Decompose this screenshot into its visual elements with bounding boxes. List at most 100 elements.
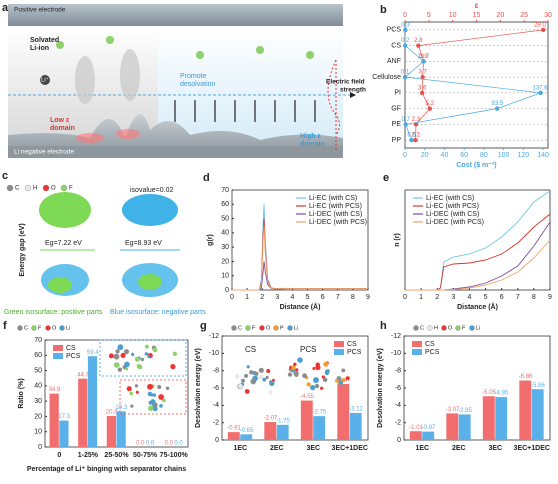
dendrite-field	[120, 49, 140, 101]
value-label: -0.65	[240, 428, 254, 434]
category-label: Cellulose	[372, 74, 401, 81]
atom	[157, 384, 162, 390]
value-label: 3.9	[419, 54, 428, 60]
line	[405, 239, 551, 291]
y-tick-label: 50	[34, 367, 42, 374]
atom	[170, 364, 176, 370]
x-tick-label: 25-50%	[104, 452, 129, 459]
panel-label: c	[2, 170, 8, 182]
atom	[234, 374, 240, 379]
label: High ε	[300, 133, 321, 140]
y-tick-label: -12	[391, 333, 401, 340]
bar	[349, 412, 362, 440]
bar	[409, 431, 422, 440]
atom	[244, 389, 250, 394]
y-tick-label: 10	[34, 429, 42, 436]
value-label: -2.75	[313, 410, 327, 416]
x2-tick-label: 20	[496, 12, 504, 19]
atom-label: O	[266, 325, 271, 331]
inset-frame	[119, 379, 187, 415]
bar	[240, 434, 253, 440]
atom	[144, 344, 149, 349]
legend-label: PCS	[425, 349, 440, 356]
value-label: 5.2	[426, 101, 435, 107]
bar	[227, 432, 240, 440]
gap-label: Eg=7.22 eV	[45, 240, 82, 247]
atom	[345, 376, 350, 381]
atom-label: C	[238, 325, 242, 331]
atom-label: O	[448, 325, 453, 331]
value-label: -1.75	[276, 418, 290, 424]
y-axis-label: Energy gap (eV)	[19, 223, 26, 276]
atom	[295, 368, 299, 372]
y-axis-label: Ratio (%)	[18, 378, 25, 408]
atom	[129, 391, 134, 396]
atom	[258, 367, 264, 373]
atom	[161, 398, 166, 403]
value-label: 2.3	[412, 117, 421, 123]
panel-label: f	[3, 320, 7, 332]
legend: Blue isosurface: negative parts	[110, 309, 206, 316]
dot	[538, 90, 543, 96]
atom	[293, 362, 297, 367]
bar	[313, 416, 326, 440]
legend-label: CS	[347, 341, 357, 348]
atom-key	[259, 325, 265, 331]
bar	[519, 380, 532, 440]
bar	[458, 414, 471, 440]
atom	[302, 373, 307, 379]
x-tick-label: 3EC	[306, 445, 320, 452]
category-label: GF	[391, 105, 401, 112]
atom	[113, 353, 120, 360]
legend-label: Li-EC (with PCS)	[309, 203, 362, 210]
x-tick-label: 8	[532, 294, 536, 301]
atom-key	[60, 184, 68, 192]
y-tick-label: 0	[38, 444, 42, 451]
label: Promote	[180, 73, 207, 80]
x2-axis-label: ε	[475, 1, 479, 10]
bar	[300, 400, 313, 440]
x2-tick-label: 15	[473, 12, 481, 19]
bar	[106, 415, 116, 447]
atom	[258, 374, 264, 380]
panel-label: d	[203, 172, 210, 184]
line	[232, 261, 368, 291]
dot	[420, 74, 425, 80]
value-label: 93.5	[491, 101, 503, 107]
x-tick-label: 1EC	[233, 445, 247, 452]
atom-key	[245, 325, 251, 331]
x-tick-label: 0	[403, 152, 407, 159]
value-label: 0.3	[401, 22, 410, 28]
atom	[140, 357, 145, 362]
x-tick-label: 9	[366, 294, 370, 301]
x-tick-label: 3EC+1DEC	[514, 445, 550, 452]
line	[232, 225, 368, 291]
high-domain-bg	[158, 26, 343, 146]
y-tick-label: -6	[213, 385, 219, 392]
dot	[402, 43, 408, 48]
atom	[135, 390, 139, 394]
atom-key	[427, 325, 433, 331]
label: Low ε	[50, 117, 70, 124]
x-axis-label: Distance (Å)	[280, 302, 321, 311]
y-axis-label: Desolvation energy (eV)	[377, 348, 384, 428]
x-tick-label: 100	[498, 152, 510, 159]
value-label: -1.01	[409, 425, 423, 431]
atom	[237, 383, 243, 389]
bar	[337, 383, 350, 440]
x-tick-label: 20	[421, 152, 429, 159]
atom	[134, 356, 140, 362]
atom	[158, 394, 164, 400]
x-tick-label: 0	[230, 294, 234, 301]
isovalue: isovalue=0.02	[130, 187, 174, 194]
positive-electrode	[8, 4, 343, 26]
plot-frame	[231, 189, 369, 291]
x-tick-label: 9	[548, 294, 552, 301]
atom-key	[455, 325, 461, 331]
atom	[269, 380, 275, 387]
annotation: CS	[245, 345, 256, 354]
atom	[250, 378, 257, 385]
atom	[165, 386, 170, 391]
panel-label: b	[380, 4, 387, 16]
y-axis-label: g(r)	[207, 234, 214, 246]
